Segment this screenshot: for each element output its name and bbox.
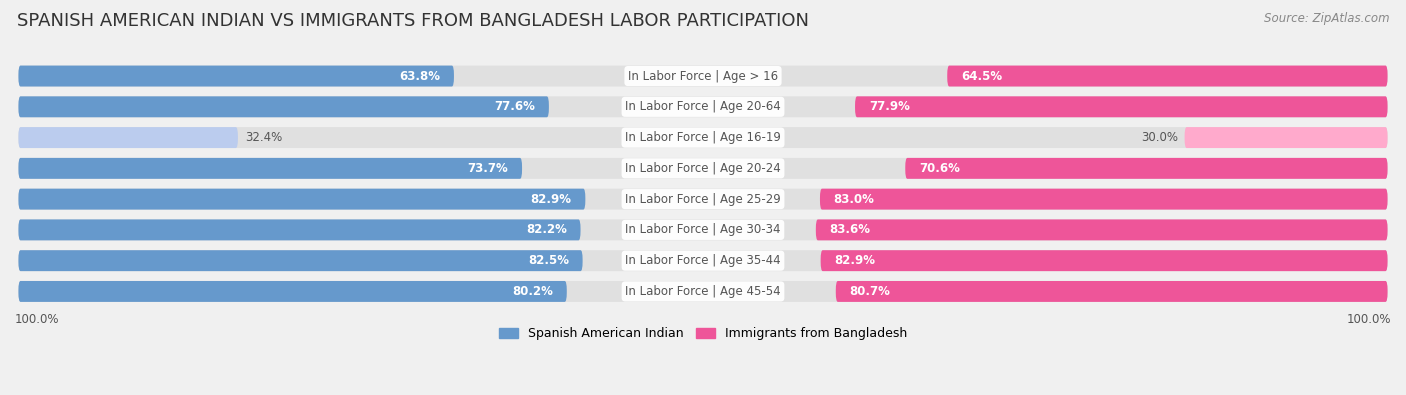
FancyBboxPatch shape (18, 158, 1388, 179)
FancyBboxPatch shape (820, 189, 1388, 210)
FancyBboxPatch shape (18, 158, 522, 179)
FancyBboxPatch shape (18, 127, 238, 148)
Text: 82.9%: 82.9% (530, 193, 572, 206)
Text: 30.0%: 30.0% (1140, 131, 1178, 144)
Legend: Spanish American Indian, Immigrants from Bangladesh: Spanish American Indian, Immigrants from… (494, 322, 912, 346)
FancyBboxPatch shape (18, 96, 548, 117)
FancyBboxPatch shape (18, 250, 582, 271)
FancyBboxPatch shape (18, 189, 585, 210)
Text: 80.7%: 80.7% (849, 285, 890, 298)
Text: In Labor Force | Age 20-64: In Labor Force | Age 20-64 (626, 100, 780, 113)
FancyBboxPatch shape (855, 96, 1388, 117)
Text: In Labor Force | Age 45-54: In Labor Force | Age 45-54 (626, 285, 780, 298)
FancyBboxPatch shape (948, 66, 1388, 87)
FancyBboxPatch shape (18, 96, 1388, 117)
FancyBboxPatch shape (18, 250, 1388, 271)
Text: 100.0%: 100.0% (1347, 313, 1391, 326)
FancyBboxPatch shape (835, 281, 1388, 302)
Text: In Labor Force | Age 30-34: In Labor Force | Age 30-34 (626, 224, 780, 236)
FancyBboxPatch shape (18, 281, 1388, 302)
FancyBboxPatch shape (905, 158, 1388, 179)
Text: Source: ZipAtlas.com: Source: ZipAtlas.com (1264, 12, 1389, 25)
Text: 82.9%: 82.9% (834, 254, 876, 267)
Text: In Labor Force | Age 25-29: In Labor Force | Age 25-29 (626, 193, 780, 206)
Text: 82.5%: 82.5% (527, 254, 569, 267)
Text: 63.8%: 63.8% (399, 70, 440, 83)
Text: 83.0%: 83.0% (834, 193, 875, 206)
FancyBboxPatch shape (821, 250, 1388, 271)
FancyBboxPatch shape (18, 281, 567, 302)
FancyBboxPatch shape (18, 189, 1388, 210)
Text: 70.6%: 70.6% (920, 162, 960, 175)
Text: 73.7%: 73.7% (468, 162, 509, 175)
FancyBboxPatch shape (1185, 127, 1388, 148)
Text: 32.4%: 32.4% (245, 131, 283, 144)
FancyBboxPatch shape (18, 66, 1388, 87)
Text: 82.2%: 82.2% (526, 224, 567, 236)
FancyBboxPatch shape (18, 127, 1388, 148)
Text: In Labor Force | Age 16-19: In Labor Force | Age 16-19 (626, 131, 780, 144)
Text: 64.5%: 64.5% (960, 70, 1002, 83)
Text: In Labor Force | Age 35-44: In Labor Force | Age 35-44 (626, 254, 780, 267)
FancyBboxPatch shape (18, 220, 581, 241)
Text: 77.6%: 77.6% (495, 100, 536, 113)
FancyBboxPatch shape (815, 220, 1388, 241)
Text: 80.2%: 80.2% (512, 285, 553, 298)
FancyBboxPatch shape (18, 220, 1388, 241)
FancyBboxPatch shape (18, 66, 454, 87)
Text: 83.6%: 83.6% (830, 224, 870, 236)
Text: 100.0%: 100.0% (15, 313, 59, 326)
Text: 77.9%: 77.9% (869, 100, 910, 113)
Text: In Labor Force | Age 20-24: In Labor Force | Age 20-24 (626, 162, 780, 175)
Text: In Labor Force | Age > 16: In Labor Force | Age > 16 (628, 70, 778, 83)
Text: SPANISH AMERICAN INDIAN VS IMMIGRANTS FROM BANGLADESH LABOR PARTICIPATION: SPANISH AMERICAN INDIAN VS IMMIGRANTS FR… (17, 12, 808, 30)
